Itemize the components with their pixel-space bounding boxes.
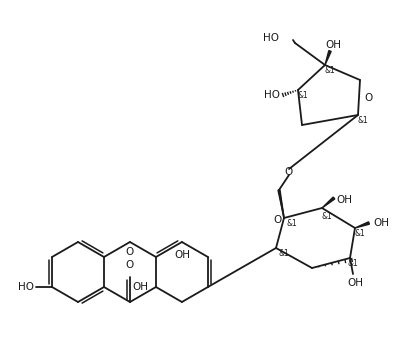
Text: &1: &1	[322, 212, 332, 221]
Polygon shape	[355, 222, 369, 228]
Text: &1: &1	[298, 91, 309, 100]
Text: &1: &1	[286, 218, 297, 227]
Text: O: O	[364, 92, 372, 102]
Text: HO: HO	[263, 33, 279, 43]
Text: &1: &1	[348, 258, 358, 267]
Text: OH: OH	[373, 218, 389, 228]
Text: OH: OH	[325, 40, 341, 50]
Text: HO: HO	[264, 90, 280, 100]
Text: OH: OH	[174, 250, 190, 260]
Text: &1: &1	[324, 66, 335, 74]
Polygon shape	[325, 50, 331, 65]
Polygon shape	[322, 197, 335, 208]
Text: OH: OH	[132, 282, 148, 292]
Text: HO: HO	[18, 282, 34, 292]
Text: O: O	[274, 215, 282, 225]
Text: &1: &1	[358, 116, 368, 125]
Text: &1: &1	[279, 248, 289, 257]
Polygon shape	[278, 190, 284, 218]
Text: OH: OH	[336, 195, 352, 205]
Text: O: O	[126, 247, 134, 257]
Text: OH: OH	[347, 278, 363, 288]
Text: O: O	[126, 260, 134, 270]
Text: &1: &1	[354, 228, 365, 237]
Text: O: O	[285, 167, 293, 177]
